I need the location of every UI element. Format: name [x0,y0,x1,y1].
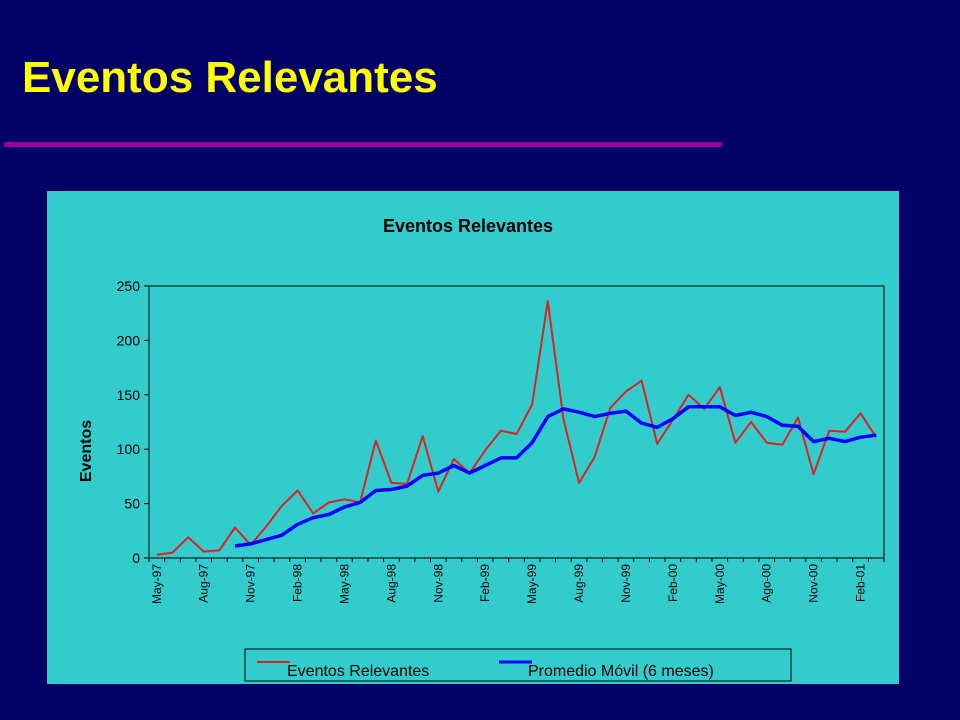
x-tick-label: May-98 [337,564,351,604]
y-tick-label: 50 [124,496,140,512]
x-tick-label: Aug-98 [384,564,398,603]
x-tick-label: Ago-00 [760,564,774,603]
y-tick-label: 150 [117,387,141,403]
x-tick-label: Nov-98 [431,564,445,603]
x-tick-label: Nov-97 [244,564,258,603]
x-tick-label: May-99 [525,564,539,604]
chart-title: Eventos Relevantes [383,216,553,236]
y-tick-label: 250 [117,278,141,294]
legend-label-eventos-relevantes: Eventos Relevantes [287,663,429,680]
y-tick-label: 100 [117,441,141,457]
slide-title: Eventos Relevantes [22,53,438,102]
legend-label-promedio-movil: Promedio Móvil (6 meses) [528,663,714,680]
legend: Eventos Relevantes Promedio Móvil (6 mes… [244,648,792,682]
x-tick-label: May-97 [150,564,164,604]
y-tick-label: 0 [132,550,140,566]
y-tick-label: 200 [117,332,141,348]
x-tick-label: Feb-01 [854,564,868,602]
plot-area [148,285,885,559]
series-line-promedio-movil [234,405,877,548]
x-tick-label: Feb-00 [666,564,680,602]
x-tick-label: Aug-97 [197,564,211,603]
x-tick-label: Feb-98 [291,564,305,602]
x-tick-label: Nov-99 [619,564,633,603]
line-chart: Eventos Relevantes Eventos 0 50 100 150 200 2… [78,216,885,682]
chart-panel: Eventos Relevantes Eventos 0 50 100 150 200 2… [47,191,899,684]
x-tick-label: May-00 [713,564,727,604]
series-line-eventos-relevantes [156,300,878,556]
title-divider [4,142,722,147]
x-tick-label: Feb-99 [478,564,492,602]
x-axis: May-97 Aug-97 Nov-97 Feb-98 May-98 Aug-98 Nov-… [148,558,885,604]
x-tick-label: Aug-99 [572,564,586,603]
y-axis-label: Eventos [78,420,95,482]
y-axis: 0 50 100 150 200 250 [117,278,149,566]
legend-box [244,648,792,682]
series-lines [156,300,878,556]
x-tick-label: Nov-00 [807,564,821,603]
